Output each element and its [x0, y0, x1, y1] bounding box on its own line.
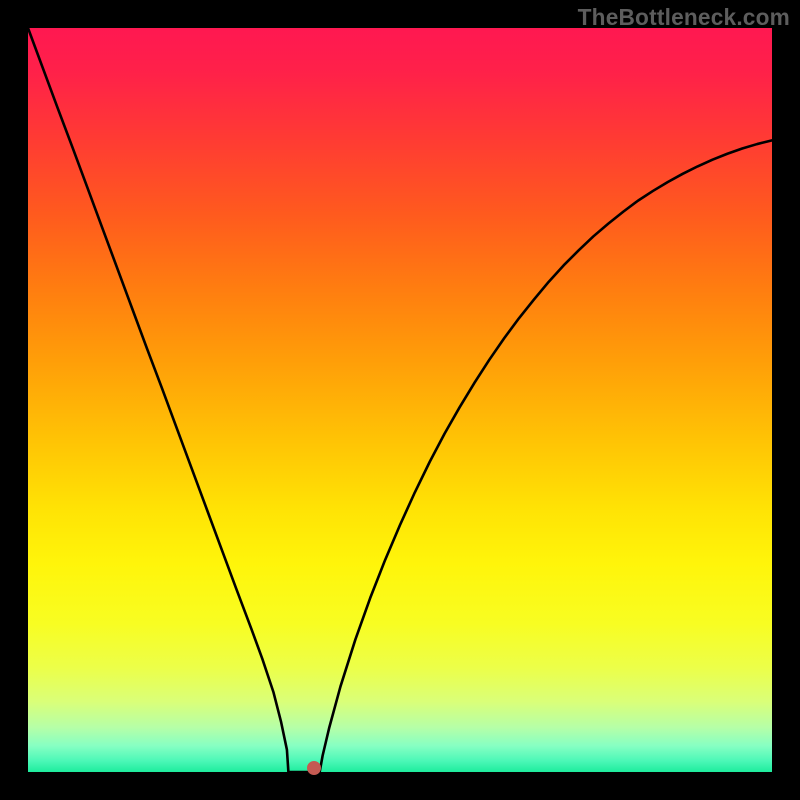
chart-plot-area [28, 28, 772, 772]
bottleneck-curve [28, 28, 772, 772]
optimal-point-marker [307, 761, 321, 775]
watermark-text: TheBottleneck.com [578, 4, 790, 31]
